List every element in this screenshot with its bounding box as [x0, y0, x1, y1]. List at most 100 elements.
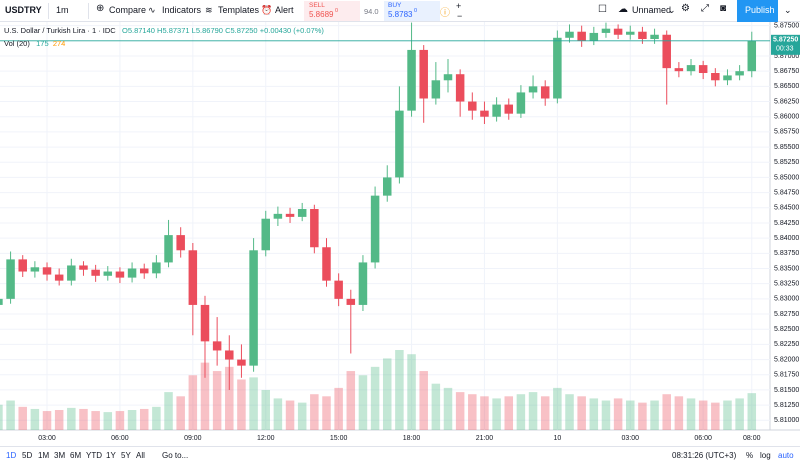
candle-body: [115, 271, 125, 278]
candle-body: [711, 73, 720, 81]
y-tick-label: 5.81500: [774, 387, 799, 394]
volume-bar: [310, 394, 319, 430]
volume-bar: [139, 408, 149, 430]
candle-body: [200, 304, 210, 342]
range[interactable]: 6M: [70, 451, 82, 460]
candle-body: [67, 265, 76, 281]
candle-body: [601, 28, 611, 33]
range[interactable]: 5Y: [121, 451, 131, 460]
volume-bar: [249, 377, 258, 430]
snapshot[interactable]: ◙: [720, 3, 727, 14]
candle-body: [103, 271, 113, 276]
alert-icon: ⏰: [261, 5, 273, 15]
publish[interactable]: Publish: [745, 5, 775, 15]
candle-body: [42, 267, 52, 275]
alert[interactable]: Alert: [275, 5, 294, 15]
volume-bar: [54, 410, 64, 430]
volume-bar: [577, 396, 586, 430]
qty-minus[interactable]: −: [457, 11, 463, 21]
candle-body: [127, 268, 137, 278]
volume-bar: [431, 383, 441, 430]
price-axis-bg: [770, 22, 800, 446]
candle-body: [164, 235, 173, 263]
volume-bar: [698, 400, 708, 430]
candle-body: [455, 74, 465, 102]
dropdown[interactable]: ⌄: [668, 5, 676, 15]
x-tick-label: 03:00: [38, 435, 56, 442]
candle-body: [698, 65, 708, 73]
candle-body: [273, 213, 283, 219]
range[interactable]: 3M: [54, 451, 66, 460]
candle-body: [407, 49, 416, 111]
y-tick-label: 5.84250: [774, 220, 799, 227]
buy-price: 5.8783: [388, 10, 413, 19]
symbol[interactable]: USDTRY: [5, 5, 42, 15]
candle-body: [6, 259, 15, 299]
volume-bar: [553, 387, 562, 430]
o-label: O: [121, 26, 128, 35]
candle-body: [334, 280, 343, 299]
templates[interactable]: Templates: [218, 5, 260, 15]
volume-bar: [115, 411, 125, 430]
range[interactable]: 1D: [6, 451, 17, 460]
buy-box[interactable]: [384, 1, 440, 21]
volume-bar: [212, 371, 222, 430]
qty-plus[interactable]: +: [456, 1, 462, 11]
info-icon[interactable]: ⓘ: [440, 8, 450, 19]
volume-bar: [723, 400, 732, 430]
percent[interactable]: %: [746, 451, 754, 460]
goto[interactable]: Go to...: [162, 451, 189, 460]
chart: 5.81000 5.81250 5.81500 5.81750 5.82000 5.822…: [0, 22, 800, 446]
y-tick-label: 5.86000: [774, 114, 799, 121]
candle-body: [30, 267, 40, 272]
sell-price: 5.8689: [309, 10, 334, 19]
compare[interactable]: Compare: [109, 5, 147, 15]
candle-body: [176, 235, 185, 251]
vol-label: Vol (20): [4, 39, 30, 48]
layout-name[interactable]: Unnamed: [632, 5, 672, 15]
settings[interactable]: ⚙: [681, 3, 690, 14]
candle-body: [225, 350, 234, 360]
candle-body: [540, 86, 550, 99]
log[interactable]: log: [760, 451, 771, 460]
candle-body: [565, 31, 574, 38]
volume-bar: [164, 392, 173, 430]
y-tick-label: 5.87000: [774, 53, 799, 60]
candle-body: [735, 71, 744, 76]
volume-bar: [273, 398, 283, 430]
volume-bar: [395, 350, 404, 430]
candle-body: [577, 31, 586, 41]
auto[interactable]: auto: [778, 451, 794, 460]
x-tick-label: 10: [553, 435, 561, 442]
volume-bar: [30, 408, 40, 430]
candle-body: [589, 32, 599, 41]
volume-bar: [297, 402, 307, 430]
y-tick-label: 5.82000: [774, 356, 799, 363]
range[interactable]: 1Y: [106, 451, 116, 460]
volume-bar: [370, 366, 380, 430]
volume-bar: [565, 394, 574, 430]
range[interactable]: 5D: [22, 451, 33, 460]
candle-body: [249, 250, 258, 366]
candle-body: [613, 28, 623, 35]
range[interactable]: 1M: [38, 451, 50, 460]
legend-line: U.S. Dollar / Turkish Lira · 1 · IDC O5.…: [4, 26, 324, 35]
range[interactable]: All: [136, 451, 145, 460]
interval[interactable]: 1m: [56, 5, 69, 15]
volume-bar: [662, 394, 671, 430]
candle-body: [395, 110, 404, 178]
range[interactable]: YTD: [86, 451, 102, 460]
publish-button[interactable]: [737, 0, 778, 22]
candle-body: [261, 218, 270, 251]
checkbox[interactable]: ☐: [598, 4, 607, 15]
volume-bar: [382, 358, 392, 430]
candle-body: [528, 86, 538, 93]
sell-box[interactable]: [304, 1, 360, 21]
volume-bar: [346, 371, 356, 430]
fullscreen[interactable]: ⤢: [701, 3, 709, 14]
x-tick-label: 06:00: [111, 435, 129, 442]
x-tick-label: 09:00: [184, 435, 202, 442]
indicators[interactable]: Indicators: [162, 5, 202, 15]
volume-legend: Vol (20) 175 274: [4, 39, 65, 48]
publish-menu[interactable]: ⌄: [784, 5, 792, 15]
